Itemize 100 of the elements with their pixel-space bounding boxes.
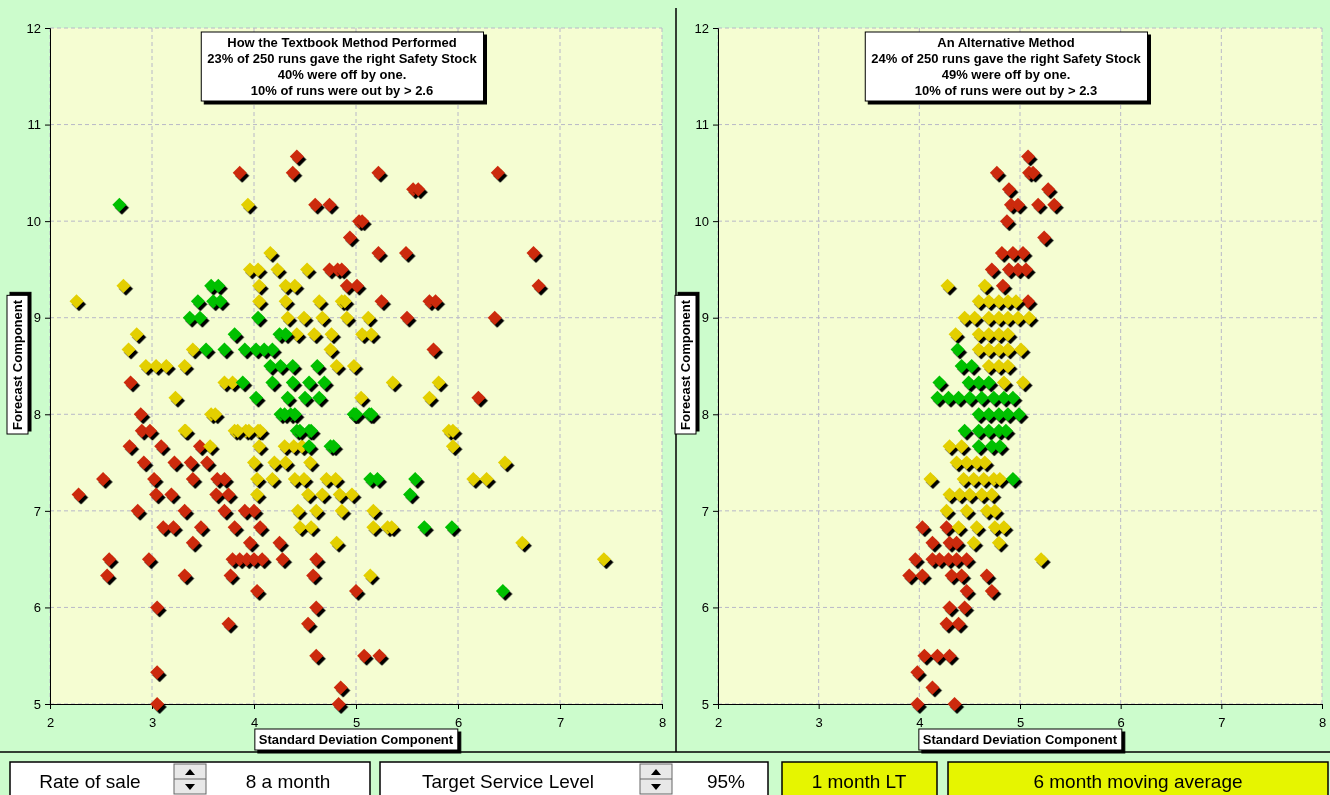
point xyxy=(930,648,945,663)
point xyxy=(951,520,966,535)
y-tick-label: 8 xyxy=(33,406,41,422)
point xyxy=(996,375,1011,390)
y-axis-title: Forecast Component xyxy=(10,299,25,431)
x-tick-label: 8 xyxy=(1318,715,1327,731)
point xyxy=(971,423,986,438)
point xyxy=(940,278,955,293)
point xyxy=(312,390,327,405)
point xyxy=(227,327,242,342)
point xyxy=(954,568,969,583)
point xyxy=(265,375,280,390)
point xyxy=(951,390,966,405)
text: An Alternative Method 24% of 250 runs gave the right Safety Stock 49% were off by one. 10% of runs were out by > 2.3 xyxy=(871,35,1142,98)
x-tick-label: 3 xyxy=(148,715,157,731)
y-tick-label: 10 xyxy=(694,213,709,229)
point xyxy=(237,342,252,357)
text: 6 month moving average xyxy=(1033,771,1243,792)
point xyxy=(979,568,994,583)
point xyxy=(285,375,300,390)
point xyxy=(984,262,999,277)
text: Rate of sale xyxy=(39,771,141,792)
point xyxy=(1011,407,1026,422)
point xyxy=(930,390,945,405)
point xyxy=(910,665,925,680)
x-axis-title: Standard Deviation Component xyxy=(922,732,1118,747)
point xyxy=(949,455,964,470)
point xyxy=(310,359,325,373)
x-tick-label: 4 xyxy=(250,715,259,731)
point xyxy=(285,359,300,373)
x-tick-label: 6 xyxy=(1117,715,1125,731)
point xyxy=(915,568,930,583)
point xyxy=(962,390,977,405)
point xyxy=(947,697,962,711)
point xyxy=(991,535,1006,550)
point xyxy=(957,600,972,615)
point xyxy=(942,648,957,663)
x-tick-label: 5 xyxy=(352,715,361,731)
point xyxy=(954,439,969,454)
text: 1 month LT xyxy=(811,771,907,792)
point xyxy=(112,197,127,212)
point xyxy=(941,390,956,405)
point xyxy=(981,375,996,390)
point xyxy=(923,471,938,486)
point xyxy=(251,310,266,325)
point xyxy=(910,697,925,711)
point xyxy=(986,390,1001,405)
y-tick-label: 12 xyxy=(26,20,41,36)
point xyxy=(915,520,930,535)
y-tick-label: 7 xyxy=(701,503,709,519)
point xyxy=(971,327,986,342)
point xyxy=(981,327,996,342)
point xyxy=(1005,246,1020,261)
point xyxy=(956,471,971,486)
point xyxy=(417,520,432,535)
point xyxy=(192,310,207,325)
point xyxy=(1021,294,1036,309)
point xyxy=(971,439,986,454)
point xyxy=(995,278,1010,293)
x-tick-label: 3 xyxy=(815,715,823,731)
point xyxy=(1034,552,1049,567)
point xyxy=(1016,375,1031,390)
point xyxy=(959,552,974,567)
y-tick-label: 9 xyxy=(33,310,41,326)
text: 95% xyxy=(706,771,746,792)
point xyxy=(1005,471,1020,486)
point xyxy=(302,375,317,390)
point xyxy=(944,568,959,583)
point xyxy=(1001,182,1016,197)
point xyxy=(1037,230,1052,245)
point xyxy=(974,487,989,502)
point xyxy=(1021,149,1036,164)
y-tick-label: 10 xyxy=(26,213,41,229)
point xyxy=(994,246,1009,261)
point xyxy=(981,359,996,373)
point xyxy=(942,600,957,615)
text: How the Textbook Method Performed 23% of 250 runs gave the right Safety Stock 40% were off by one. 10% of runs were out by > 2.6 xyxy=(207,35,478,98)
point xyxy=(959,584,974,599)
point xyxy=(182,310,197,325)
point xyxy=(962,487,977,502)
point xyxy=(908,552,923,567)
point xyxy=(966,535,981,550)
point xyxy=(199,342,214,357)
point xyxy=(408,471,423,486)
point xyxy=(976,471,991,486)
point xyxy=(964,359,979,373)
point xyxy=(971,294,986,309)
point xyxy=(317,375,332,390)
point xyxy=(974,390,989,405)
point xyxy=(981,294,996,309)
point xyxy=(190,294,205,309)
x-tick-label: 6 xyxy=(454,715,463,731)
y-tick-label: 11 xyxy=(695,117,709,133)
y-tick-label: 6 xyxy=(33,600,41,616)
point xyxy=(939,503,954,518)
point xyxy=(967,310,982,325)
y-tick-label: 11 xyxy=(27,117,41,133)
point xyxy=(942,487,957,502)
point xyxy=(981,407,996,422)
point xyxy=(950,342,965,357)
